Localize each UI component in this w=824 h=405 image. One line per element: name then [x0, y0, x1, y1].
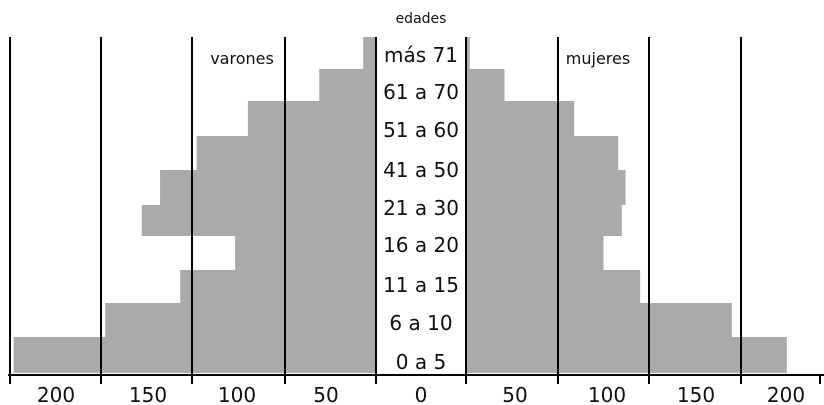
age-label: 6 a 10	[389, 311, 452, 335]
age-label: 21 a 30	[383, 196, 459, 220]
x-axis-tick-labels: 200 150 100 50 0 50 100 150 200	[37, 383, 805, 405]
bar-varones-9	[363, 37, 376, 69]
tick-label-varones: 50	[313, 383, 338, 405]
bar-mujeres-2	[466, 270, 641, 303]
bar-mujeres-6	[466, 136, 619, 170]
bar-varones-7	[247, 101, 376, 136]
bar-mujeres-8	[466, 69, 505, 101]
bar-varones-8	[319, 69, 376, 101]
bar-mujeres-4	[466, 205, 622, 236]
tick-label-varones: 100	[218, 383, 256, 405]
bar-mujeres-1	[466, 303, 732, 337]
age-label: 51 a 60	[383, 118, 459, 142]
bar-mujeres-9	[466, 37, 470, 69]
age-label: 41 a 50	[383, 158, 459, 182]
age-label: 11 a 15	[383, 273, 459, 297]
bar-mujeres-3	[466, 236, 604, 270]
bar-varones-5	[160, 170, 376, 205]
tick-label-mujeres: 200	[767, 383, 805, 405]
tick-label-zero: 0	[415, 383, 428, 405]
age-label: 61 a 70	[383, 80, 459, 104]
grid-lines	[9, 37, 821, 384]
label-mujeres: mujeres	[566, 49, 630, 68]
bars-mujeres	[466, 37, 787, 373]
tick-label-varones: 200	[37, 383, 75, 405]
tick-label-varones: 150	[129, 383, 167, 405]
bars-varones	[13, 37, 376, 373]
tick-label-mujeres: 150	[677, 383, 715, 405]
bar-varones-6	[196, 136, 376, 170]
label-varones: varones	[210, 49, 274, 68]
bar-varones-3	[235, 236, 376, 270]
bar-mujeres-5	[466, 170, 626, 205]
age-label: 0 a 5	[396, 350, 446, 374]
bar-varones-2	[180, 270, 376, 303]
age-label: 16 a 20	[383, 233, 459, 257]
tick-label-mujeres: 100	[588, 383, 626, 405]
chart-title: edades	[396, 11, 447, 27]
bar-varones-1	[105, 303, 376, 337]
tick-label-mujeres: 50	[502, 383, 527, 405]
bar-varones-0	[13, 337, 376, 373]
age-group-labels: 0 a 5 6 a 10 11 a 15 16 a 20 21 a 30 41 a 50 5…	[383, 43, 459, 374]
bar-mujeres-0	[466, 337, 787, 373]
age-label: más 71	[384, 43, 458, 67]
bar-mujeres-7	[466, 101, 575, 136]
bar-varones-4	[141, 205, 376, 236]
